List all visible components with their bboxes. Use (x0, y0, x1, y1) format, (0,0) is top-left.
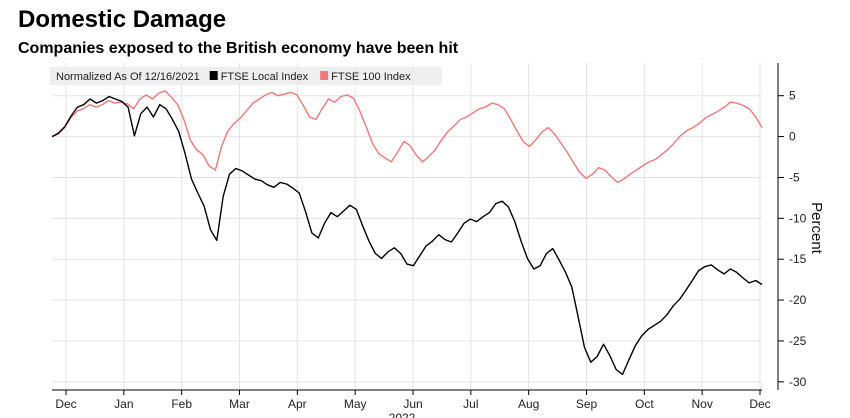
x-tick-label: Apr (288, 397, 307, 411)
legend-label-ftse-local: FTSE Local Index (221, 71, 309, 83)
x-tick-label: Dec (55, 397, 76, 411)
x-tick-label: Dec (749, 397, 770, 411)
y-axis-label: Percent (808, 202, 825, 255)
x-tick-label: Jun (403, 397, 422, 411)
x-tick-label: Feb (171, 397, 192, 411)
x-tick-label: May (344, 397, 367, 411)
x-tick-label: Aug (518, 397, 539, 411)
year-label: 2022 (389, 411, 416, 418)
y-tick-label: -10 (789, 211, 807, 225)
y-tick-label: -30 (789, 375, 807, 389)
x-tick-label: Jul (463, 397, 478, 411)
series-line-ftse-100-index (51, 90, 763, 184)
series-lines (51, 90, 763, 376)
x-tick-label: Jan (114, 397, 133, 411)
y-tick-label: -15 (789, 252, 807, 266)
y-tick-label: -5 (789, 170, 800, 184)
y-tick-label: -20 (789, 293, 807, 307)
y-tick-label: 5 (789, 89, 796, 103)
legend-note: Normalized As Of 12/16/2021 (56, 71, 200, 83)
axes: 5 0 -5 -10 -15 -20 -25 -30 Dec Jan Feb Mar Apr May Jun… (52, 63, 807, 411)
series-line-ftse-local-index (51, 95, 763, 376)
legend-background (50, 67, 442, 85)
y-tick-label: -25 (789, 334, 807, 348)
legend-label-ftse-100: FTSE 100 Index (331, 71, 411, 83)
x-tick-label: Sep (576, 397, 598, 411)
x-tick-label: Mar (229, 397, 250, 411)
legend-swatch-ftse-100 (320, 71, 329, 80)
legend: Normalized As Of 12/16/2021 FTSE Local I… (50, 67, 442, 85)
legend-swatch-ftse-local (209, 71, 218, 80)
grid-lines (52, 63, 762, 390)
x-tick-label: Oct (635, 397, 654, 411)
x-tick-label: Nov (691, 397, 712, 411)
y-tick-label: 0 (789, 130, 796, 144)
chart-subtitle: Companies exposed to the British economy… (18, 40, 459, 57)
chart-title: Domestic Damage (18, 6, 227, 33)
